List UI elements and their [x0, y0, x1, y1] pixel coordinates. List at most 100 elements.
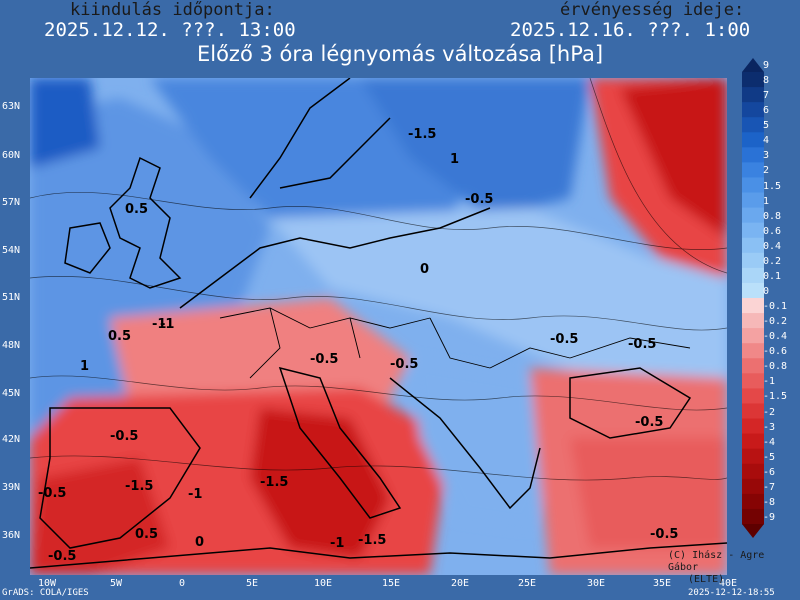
contour-label: -1 [330, 536, 344, 551]
colorbar-label: -8 [763, 496, 776, 508]
colorbar-label: 7 [763, 90, 770, 102]
contour-label: 1 [450, 152, 459, 167]
colorbar-label: 6 [763, 105, 770, 117]
contour-label: 0.5 [135, 527, 158, 542]
coastline-scandinavia [249, 78, 391, 199]
contour-label: -0.5 [465, 192, 493, 207]
contour-label: -1.5 [358, 533, 386, 548]
contour-label: 0 [420, 262, 429, 277]
colorbar-swatch [742, 508, 764, 525]
colorbar-label: 9 [763, 60, 770, 71]
region-nordic-deep-blue [360, 78, 590, 218]
colorbar-label: 3 [763, 150, 770, 162]
coastline-black-sea [569, 367, 692, 439]
valid-time-value: 2025.12.16. ???. 1:00 [510, 19, 751, 41]
colorbar-swatch [742, 433, 764, 450]
contour-label: -0.5 [48, 549, 76, 564]
contour-line [30, 375, 727, 411]
region-italy-deep-red [250, 408, 390, 558]
contour-label-layer: -1.5 1 0.5 0 -0.5 -0.5 -1 0.5 1 -1 -0.5 -0.5 -0.5 -0.… [38, 127, 678, 564]
colorbar-swatch [742, 102, 764, 118]
colorbar-swatch [742, 448, 764, 465]
credit-text: (C) Ihász - Agre Gábor (ELTE) [668, 550, 800, 586]
lat-label: 54N [2, 245, 21, 256]
colorbar-swatch [742, 373, 764, 389]
colorbar-label: -6 [763, 466, 776, 478]
colorbar-label: -1 [763, 376, 776, 388]
region-central-europe-light-blue [270, 208, 727, 398]
colorbar-swatch [742, 72, 764, 88]
contour-label: -0.5 [390, 357, 418, 372]
lon-label: 40E [719, 578, 738, 589]
lon-label: 15E [382, 578, 401, 589]
colorbar-label: -0.1 [763, 301, 788, 313]
colorbar-swatch [742, 388, 764, 404]
colorbar-swatch [742, 343, 764, 359]
valid-time-label: érvényesség ideje: [560, 0, 745, 20]
lon-label: 5E [246, 578, 259, 589]
coastline-balkans [389, 377, 541, 510]
colorbar-label: 0.1 [763, 270, 782, 282]
colorbar-label: 0.8 [763, 210, 782, 222]
colorbar-label: -0.2 [763, 316, 788, 328]
colorbar-label: -1.5 [763, 391, 788, 403]
lon-label: 20E [451, 578, 470, 589]
lat-label: 63N [2, 101, 21, 112]
coastline-italy [278, 366, 402, 519]
colorbar-label: 4 [763, 135, 770, 147]
colorbar-swatch [742, 478, 764, 495]
contour-label: -0.5 [635, 415, 663, 430]
contour-label: -1.5 [260, 475, 288, 490]
colorbar-label: -7 [763, 481, 776, 493]
coastline-continent [179, 207, 491, 309]
colorbar-swatch [742, 177, 764, 194]
lat-label: 36N [2, 530, 21, 541]
colorbar-swatch [742, 463, 764, 480]
contour-label: -0.5 [310, 352, 338, 367]
colorbar-swatch [742, 87, 764, 103]
lon-label: 0 [179, 578, 186, 589]
country-border [219, 307, 691, 379]
colorbar [742, 58, 764, 538]
colorbar-label: -0.8 [763, 361, 788, 373]
colorbar-label: -0.6 [763, 346, 788, 358]
colorbar-swatch [742, 358, 764, 374]
colorbar-label: 1.5 [763, 180, 782, 192]
region-balkans-blue [410, 358, 560, 528]
colorbar-swatch [742, 207, 764, 224]
contour-label: -1.5 [408, 127, 436, 142]
lat-label: 42N [2, 434, 21, 445]
lon-label: 10W [38, 578, 57, 589]
lon-label: 30E [587, 578, 606, 589]
colorbar-swatch [742, 403, 764, 420]
region-iceland-deep-blue [30, 78, 100, 168]
colorbar-label: -0.4 [763, 331, 788, 343]
contour-label: 0.5 [108, 329, 131, 344]
coastline-britain [109, 156, 182, 289]
colorbar-swatch [742, 313, 764, 329]
colorbar-swatch [742, 328, 764, 344]
colorbar-swatch [742, 252, 764, 269]
lat-label: 48N [2, 340, 21, 351]
pressure-change-map: -1.5 1 0.5 0 -0.5 -0.5 -1 0.5 1 -1 -0.5 -0.5 -0.5 -0.… [30, 78, 727, 575]
contour-label: -1 [160, 317, 174, 332]
colorbar-label: 0.6 [763, 225, 782, 237]
lon-label: 5W [110, 578, 123, 589]
colorbar-label: -9 [763, 512, 776, 523]
colorbar-top-arrow [742, 58, 764, 72]
colorbar-swatch [742, 162, 764, 178]
map-title: Előző 3 óra légnyomás változása [hPa] [196, 42, 604, 66]
footer-left: GrADS: COLA/IGES [2, 588, 89, 598]
contour-line [30, 192, 727, 250]
lon-label: 35E [653, 578, 672, 589]
colorbar-label: 2 [763, 165, 770, 177]
colorbar-label: -4 [763, 436, 776, 448]
region-turkey-red [570, 438, 727, 548]
colorbar-label: -3 [763, 421, 776, 433]
contour-label: -0.5 [550, 332, 578, 347]
init-time-value: 2025.12.12. ???. 13:00 [44, 19, 296, 41]
coastline-iberia [39, 407, 201, 549]
contour-label: -1.5 [125, 479, 153, 494]
footer-right: 2025-12-12-18:55 [688, 588, 775, 598]
credit-line-1: (C) Ihász - Agre Gábor [668, 550, 765, 573]
